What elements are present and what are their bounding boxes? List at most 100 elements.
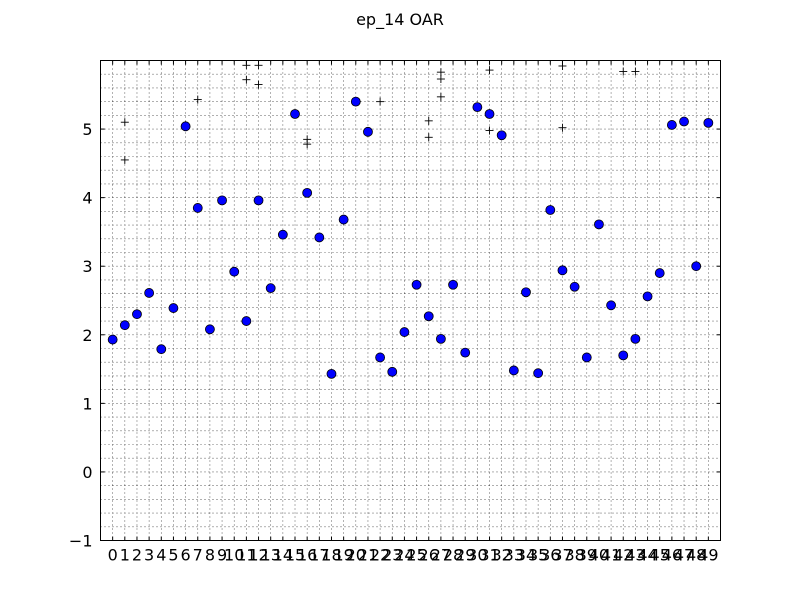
data-point xyxy=(107,334,118,345)
x-tick-label: 24 xyxy=(394,546,414,565)
plus-marker xyxy=(376,97,385,106)
data-point xyxy=(265,283,276,294)
data-point xyxy=(569,281,580,292)
x-tick-label: 39 xyxy=(577,546,597,565)
x-tick-label: 35 xyxy=(528,546,548,565)
data-point xyxy=(496,130,507,141)
plot-area-frame xyxy=(100,60,721,541)
plus-marker xyxy=(485,66,494,75)
plus-marker xyxy=(120,118,129,127)
data-point xyxy=(363,126,373,137)
plus-marker xyxy=(254,80,263,89)
x-tick-label: 18 xyxy=(321,546,341,565)
x-tick-label: 2 xyxy=(132,546,142,565)
y-tick-labels: −1 0 1 2 3 4 5 xyxy=(69,120,93,550)
x-tick-label: 25 xyxy=(406,546,426,565)
data-points xyxy=(107,96,714,379)
data-point xyxy=(460,347,471,358)
data-point xyxy=(119,320,130,331)
x-tick-label: 12 xyxy=(248,546,268,565)
x-tick-label: 20 xyxy=(346,546,366,565)
data-point xyxy=(314,232,325,243)
x-tick-label: 36 xyxy=(540,546,560,565)
x-tick-label: 11 xyxy=(236,546,256,565)
y-tick-label: 1 xyxy=(82,394,92,413)
x-tick-label: 29 xyxy=(455,546,475,565)
data-point xyxy=(192,203,203,213)
x-tick-label: 23 xyxy=(382,546,402,565)
plus-marker xyxy=(303,140,312,149)
x-tick-label: 33 xyxy=(504,546,524,565)
x-tick-label: 46 xyxy=(662,546,682,565)
data-point xyxy=(703,118,714,128)
x-tick-label: 49 xyxy=(698,546,718,565)
data-point xyxy=(472,102,483,113)
x-tick-label: 43 xyxy=(625,546,645,565)
y-tick-label: 4 xyxy=(82,189,92,208)
data-point xyxy=(168,303,179,313)
axis-ticks xyxy=(100,60,721,541)
data-point xyxy=(630,333,641,344)
y-tick-label: −1 xyxy=(69,532,93,551)
plus-marker xyxy=(254,61,263,70)
x-tick-label: 9 xyxy=(217,546,227,565)
data-point xyxy=(302,187,313,198)
plus-marker xyxy=(558,123,567,132)
data-point xyxy=(253,195,264,206)
x-tick-label: 31 xyxy=(479,546,499,565)
x-tick-labels: 0 1 2 3 4 5 6 7 8 9101112131415161718192021222324… xyxy=(108,546,719,565)
y-tick-label: 5 xyxy=(82,120,92,139)
data-point xyxy=(217,195,227,206)
plus-marker xyxy=(436,92,445,101)
data-point xyxy=(387,366,398,377)
plus-marker xyxy=(193,95,202,104)
data-point xyxy=(277,229,288,240)
chart-title: ep_14 OAR xyxy=(356,10,444,29)
x-tick-label: 17 xyxy=(309,546,329,565)
data-point xyxy=(557,265,568,276)
plus-marker xyxy=(631,67,640,76)
data-point xyxy=(156,344,167,355)
x-tick-label: 6 xyxy=(181,546,191,565)
x-tick-label: 21 xyxy=(358,546,378,565)
plus-marker xyxy=(558,61,567,70)
data-point xyxy=(326,368,337,379)
data-point xyxy=(411,279,422,290)
x-tick-label: 7 xyxy=(193,546,203,565)
x-tick-label: 32 xyxy=(491,546,511,565)
data-point xyxy=(241,316,252,326)
data-point xyxy=(679,116,689,127)
data-point xyxy=(132,309,142,320)
data-point xyxy=(423,311,434,322)
plus-marker xyxy=(242,75,251,84)
x-tick-label: 47 xyxy=(674,546,694,565)
data-point xyxy=(375,352,386,363)
x-tick-label: 26 xyxy=(419,546,439,565)
data-point xyxy=(180,121,191,132)
data-point xyxy=(508,365,519,376)
x-tick-label: 8 xyxy=(205,546,215,565)
data-point xyxy=(691,261,702,272)
x-tick-label: 37 xyxy=(552,546,572,565)
plus-marker xyxy=(485,126,494,135)
plus-marker xyxy=(120,155,129,164)
plus-markers xyxy=(120,61,640,164)
plus-marker xyxy=(242,61,251,70)
x-tick-label: 13 xyxy=(261,546,281,565)
x-tick-label: 30 xyxy=(467,546,487,565)
data-point xyxy=(484,109,495,119)
data-point xyxy=(581,352,592,363)
y-tick-label: 2 xyxy=(82,326,92,345)
data-point xyxy=(521,287,531,298)
data-point xyxy=(666,120,677,130)
x-tick-label: 3 xyxy=(144,546,154,565)
x-tick-label: 41 xyxy=(601,546,621,565)
data-point xyxy=(448,279,458,290)
y-tick-label: 3 xyxy=(82,257,92,276)
grid-lines xyxy=(100,60,721,541)
data-point xyxy=(338,214,349,225)
data-point xyxy=(435,333,446,344)
y-tick-label: 0 xyxy=(82,463,92,482)
x-tick-label: 5 xyxy=(168,546,178,565)
